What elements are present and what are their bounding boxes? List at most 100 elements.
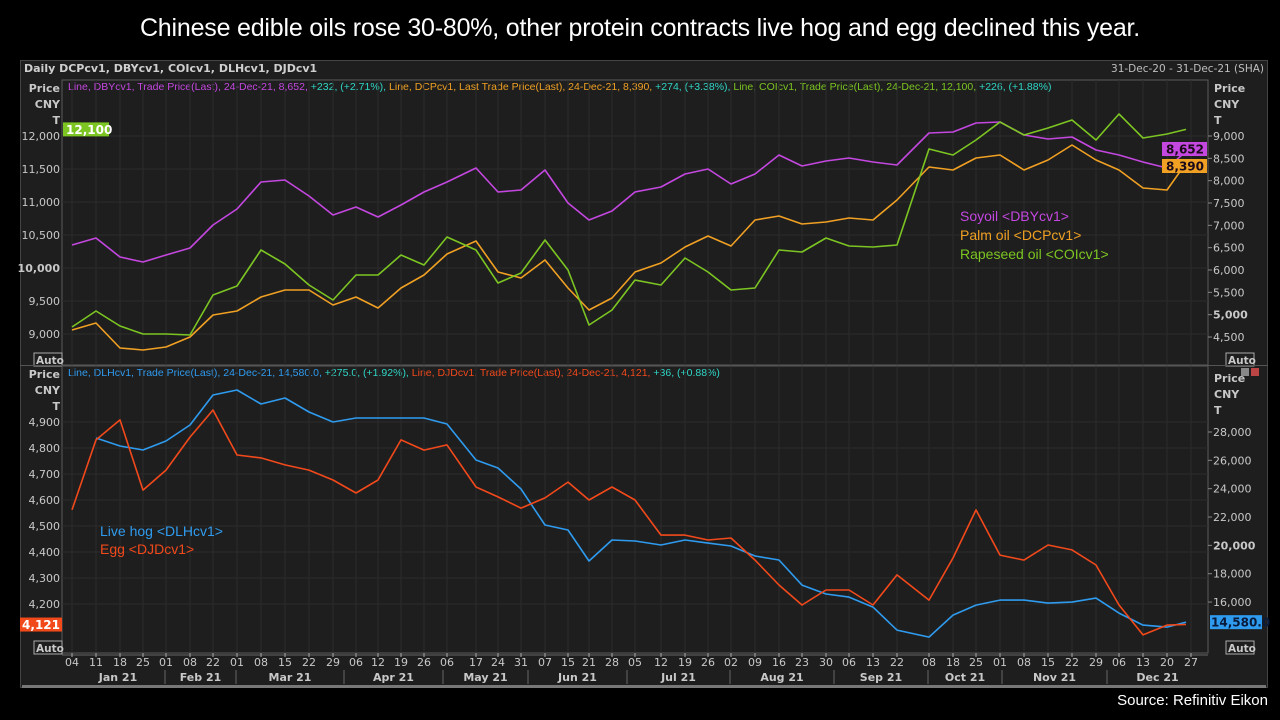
right-axis-tick-label: 6,500 (1213, 242, 1245, 255)
x-axis-day-label: 18 (946, 656, 960, 669)
x-axis-month-label: Jan 21 (98, 671, 137, 684)
x-axis-day-label: 24 (491, 656, 505, 669)
left-axis-tick-label: 11,500 (22, 163, 61, 176)
x-axis-day-label: 12 (371, 656, 385, 669)
close-pane-icon[interactable] (1251, 368, 1259, 376)
x-axis-day-label: 08 (183, 656, 197, 669)
x-axis-day-label: 05 (628, 656, 642, 669)
x-axis-day-label: 13 (866, 656, 880, 669)
maximize-pane-icon[interactable] (1241, 368, 1249, 376)
left-axis-unit-label: T (52, 114, 60, 127)
left-axis-tick-label: 9,000 (29, 328, 61, 341)
x-axis-day-label: 30 (819, 656, 833, 669)
x-axis-day-label: 19 (678, 656, 692, 669)
x-axis-day-label: 17 (469, 656, 483, 669)
left-axis-tick-label: 12,000 (22, 130, 61, 143)
instrument-list: Daily DCPcv1, DBYcv1, COIcv1, DLHcv1, DJ… (24, 62, 318, 75)
x-axis-day-label: 06 (1112, 656, 1126, 669)
last-value-tag (1210, 615, 1262, 630)
left-axis-tick-label: 4,800 (29, 442, 61, 455)
x-axis-month-label: May 21 (463, 671, 507, 684)
last-value-tag (63, 122, 109, 137)
x-axis-day-label: 08 (254, 656, 268, 669)
left-axis-tick-label: 4,400 (29, 546, 61, 559)
x-axis-day-label: 12 (654, 656, 668, 669)
right-axis-unit-label: T (1214, 404, 1222, 417)
right-axis-tick-label: 18,000 (1213, 568, 1252, 581)
legend-segment: Line, DLHcv1, Trade Price(Last), 24-Dec-… (68, 367, 325, 379)
legend-segment: +232, (+2.71%), (310, 81, 390, 93)
x-axis-day-label: 22 (302, 656, 316, 669)
x-axis-day-label: 29 (326, 656, 340, 669)
right-axis-unit-label: Price (1214, 82, 1245, 95)
x-axis-day-label: 01 (993, 656, 1007, 669)
top-pane-legend: Line, DBYcv1, Trade Price(Last), 24-Dec-… (68, 81, 1051, 93)
x-axis-day-label: 22 (1065, 656, 1079, 669)
source-note: Source: Refinitiv Eikon (1117, 692, 1268, 709)
auto-scale-label: Auto (36, 355, 64, 367)
x-axis-month-label: Oct 21 (945, 671, 985, 684)
series-line-egg (71, 409, 1187, 636)
x-axis-month-label: Sep 21 (860, 671, 902, 684)
right-axis-tick-label: 8,000 (1213, 175, 1245, 188)
legend-segment: Line, DBYcv1, Trade Price(Last), 24-Dec-… (68, 81, 311, 93)
x-axis-day-label: 06 (440, 656, 454, 669)
auto-scale-label: Auto (1228, 355, 1256, 367)
x-axis-month-label: Mar 21 (269, 671, 312, 684)
x-axis-day-label: 09 (748, 656, 762, 669)
x-axis-day-label: 27 (1184, 656, 1198, 669)
auto-scale-button[interactable] (1225, 640, 1255, 655)
left-axis-tick-label: 4,600 (29, 494, 61, 507)
x-axis-day-label: 15 (1041, 656, 1055, 669)
series-line-rapeseed-oil (71, 113, 1187, 336)
left-axis-unit-label: Price (29, 368, 60, 381)
left-axis-unit-label: T (52, 400, 60, 413)
left-axis-tick-label: 4,900 (29, 416, 61, 429)
right-axis-tick-label: 28,000 (1213, 426, 1252, 439)
x-axis-day-label: 13 (1136, 656, 1150, 669)
x-axis-day-label: 04 (65, 656, 79, 669)
legend-segment: +275.0, (+1.92%), (324, 367, 412, 379)
x-axis-day-label: 28 (605, 656, 619, 669)
x-axis-day-label: 29 (1089, 656, 1103, 669)
series-line-palm-oil (71, 144, 1187, 351)
date-range[interactable]: 31-Dec-20 - 31-Dec-21 (SHA) (1111, 63, 1264, 75)
x-axis-month-label: Nov 21 (1033, 671, 1076, 684)
x-axis-day-label: 06 (349, 656, 363, 669)
last-value-tag (1162, 142, 1207, 156)
x-axis-day-label: 19 (394, 656, 408, 669)
x-axis-day-label: 15 (278, 656, 292, 669)
auto-scale-label: Auto (1228, 643, 1256, 655)
x-axis-month-label: Aug 21 (760, 671, 803, 684)
chart-title: Chinese edible oils rose 30-80%, other p… (139, 14, 1141, 42)
legend-segment: Line, DJDcv1, Trade Price(Last), 24-Dec-… (411, 367, 654, 379)
annotation-soyoil: Soyoil <DBYcv1> (960, 208, 1069, 224)
right-axis-unit-label: T (1214, 114, 1222, 127)
left-axis-unit-label: CNY (35, 98, 61, 111)
annotation-live-hog: Live hog <DLHcv1> (100, 523, 223, 539)
x-axis-month-label: Dec 21 (1136, 671, 1178, 684)
x-axis-day-label: 15 (561, 656, 575, 669)
legend-segment: +36, (+0.88%) (653, 367, 720, 379)
auto-scale-label: Auto (36, 643, 64, 655)
right-axis-unit-label: CNY (1214, 388, 1240, 401)
auto-scale-button[interactable] (33, 640, 63, 655)
last-value-tag (1162, 159, 1207, 173)
right-axis-tick-label: 7,000 (1213, 219, 1245, 232)
x-axis-month-label: Feb 21 (180, 671, 222, 684)
last-value-label: 14,580.0 (1211, 616, 1270, 630)
legend-segment: +274, (+3.38%), (655, 81, 734, 93)
right-axis-tick-label: 22,000 (1213, 511, 1252, 524)
right-axis-tick-label: 5,500 (1213, 286, 1245, 299)
x-axis-day-label: 16 (772, 656, 786, 669)
horizontal-scrollbar[interactable] (22, 685, 1266, 688)
annotation-egg: Egg <DJDcv1> (100, 541, 195, 557)
left-axis-tick-label: 4,200 (29, 598, 61, 611)
x-axis-day-label: 23 (795, 656, 809, 669)
right-axis-tick-label: 24,000 (1213, 483, 1252, 496)
x-axis-month-label: Apr 21 (373, 671, 414, 684)
x-axis-day-label: 31 (514, 656, 528, 669)
left-axis-unit-label: CNY (35, 384, 61, 397)
x-axis-day-label: 08 (1017, 656, 1031, 669)
